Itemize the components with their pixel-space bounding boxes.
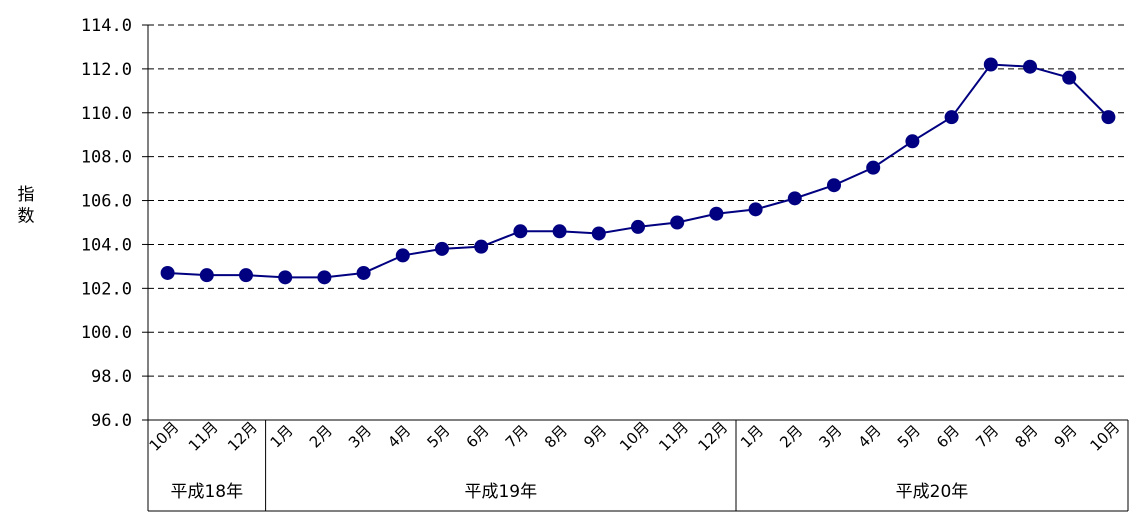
y-tick-label: 110.0 bbox=[81, 104, 132, 124]
data-point bbox=[709, 206, 724, 221]
data-point bbox=[591, 226, 606, 241]
x-tick-label: 8月 bbox=[541, 421, 571, 451]
y-tick-labels: 96.0 98.0 100.0 102.0 104.0 106.0 108.0 110.0 11… bbox=[81, 16, 132, 431]
x-tick-label: 8月 bbox=[1011, 421, 1041, 451]
x-tick-label: 1月 bbox=[267, 421, 297, 451]
y-tick-label: 98.0 bbox=[91, 367, 132, 387]
data-point bbox=[239, 268, 253, 283]
y-tick-label: 104.0 bbox=[81, 235, 132, 255]
x-tick-label: 2月 bbox=[306, 421, 336, 451]
data-point bbox=[787, 191, 802, 206]
y-tick-label: 108.0 bbox=[81, 148, 132, 168]
series-line-path bbox=[167, 63, 1110, 279]
x-tick-label: 5月 bbox=[423, 421, 453, 451]
x-tick-label: 7月 bbox=[502, 421, 532, 451]
data-point bbox=[474, 239, 489, 254]
x-tick-label: 6月 bbox=[463, 421, 493, 451]
x-tick-label: 12月 bbox=[694, 418, 731, 455]
x-tick-label: 1月 bbox=[737, 421, 767, 451]
x-tick-label: 2月 bbox=[776, 421, 806, 451]
data-point bbox=[317, 270, 332, 285]
data-point bbox=[983, 57, 998, 72]
gridlines bbox=[148, 24, 1128, 377]
x-tick-label: 4月 bbox=[384, 421, 414, 451]
x-tick-label: 9月 bbox=[580, 421, 610, 451]
y-axis-label: 指数 bbox=[18, 185, 35, 226]
data-point bbox=[905, 134, 920, 149]
y-tick-label: 114.0 bbox=[81, 16, 132, 36]
data-point bbox=[395, 248, 410, 263]
data-point bbox=[356, 265, 371, 280]
data-point bbox=[552, 224, 567, 239]
y-tick-label: 96.0 bbox=[91, 411, 132, 431]
data-point bbox=[866, 160, 881, 175]
data-point bbox=[827, 178, 841, 193]
x-tick-label: 3月 bbox=[345, 421, 375, 451]
x-tick-label: 6月 bbox=[933, 421, 963, 451]
x-tick-label: 4月 bbox=[855, 421, 885, 451]
x-tick-label: 11月 bbox=[655, 418, 692, 455]
x-tick-label: 10月 bbox=[1086, 418, 1123, 455]
data-point bbox=[199, 268, 214, 283]
data-point bbox=[513, 224, 528, 239]
data-point bbox=[748, 202, 763, 217]
y-tick-label: 102.0 bbox=[81, 279, 132, 299]
group-label: 平成19年 bbox=[464, 482, 537, 502]
data-point bbox=[160, 265, 175, 280]
y-axis-label-char: 数 bbox=[18, 206, 35, 226]
data-point bbox=[1062, 70, 1077, 85]
y-axis-label-char: 指 bbox=[18, 185, 35, 205]
y-tick-label: 100.0 bbox=[81, 323, 132, 343]
series-line bbox=[160, 57, 1116, 285]
x-tick-label: 9月 bbox=[1051, 421, 1081, 451]
data-point bbox=[435, 241, 449, 256]
x-tick-label: 5月 bbox=[894, 421, 924, 451]
x-tick-label: 11月 bbox=[185, 418, 222, 455]
y-tick-label: 112.0 bbox=[81, 60, 132, 80]
y-tick-label: 106.0 bbox=[81, 192, 132, 212]
x-tick-label: 10月 bbox=[146, 418, 183, 455]
data-point bbox=[670, 215, 685, 230]
data-point bbox=[278, 270, 293, 285]
x-tick-label: 7月 bbox=[972, 421, 1002, 451]
data-point bbox=[631, 219, 645, 234]
data-point bbox=[1101, 110, 1116, 125]
x-tick-label: 10月 bbox=[616, 418, 653, 455]
data-point bbox=[1023, 59, 1037, 74]
x-tick-label: 3月 bbox=[815, 421, 845, 451]
group-label: 平成20年 bbox=[896, 482, 969, 502]
group-label: 平成18年 bbox=[170, 482, 243, 502]
x-tick-label: 12月 bbox=[224, 418, 261, 455]
data-point bbox=[944, 110, 959, 125]
